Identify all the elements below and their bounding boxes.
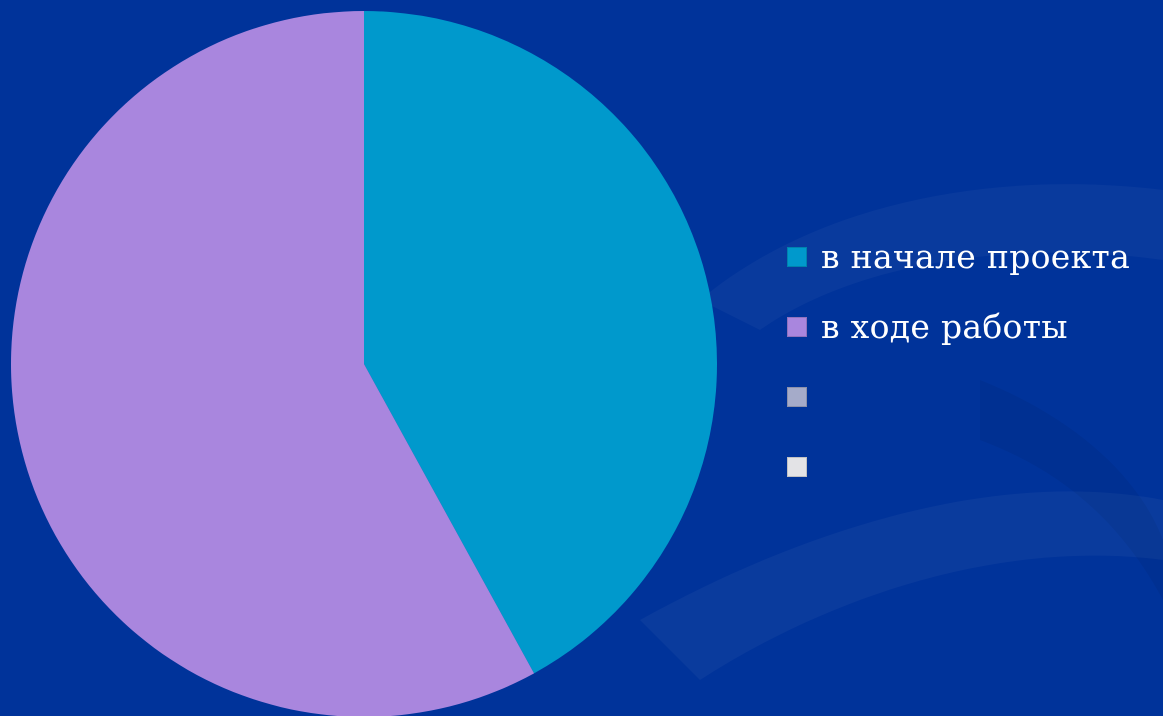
legend-label: в начале проекта xyxy=(821,237,1131,276)
pie-slice xyxy=(11,11,535,716)
legend: в начале проекта в ходе работы xyxy=(787,222,1163,502)
pie-slices xyxy=(11,11,717,716)
legend-item xyxy=(787,432,1163,502)
legend-swatch xyxy=(787,387,807,407)
pie-slice xyxy=(364,11,717,674)
legend-swatch xyxy=(787,317,807,337)
legend-item: в ходе работы xyxy=(787,292,1163,362)
legend-swatch xyxy=(787,457,807,477)
legend-item: в начале проекта xyxy=(787,222,1163,292)
legend-item xyxy=(787,362,1163,432)
legend-label: в ходе работы xyxy=(821,307,1068,346)
legend-swatch xyxy=(787,247,807,267)
